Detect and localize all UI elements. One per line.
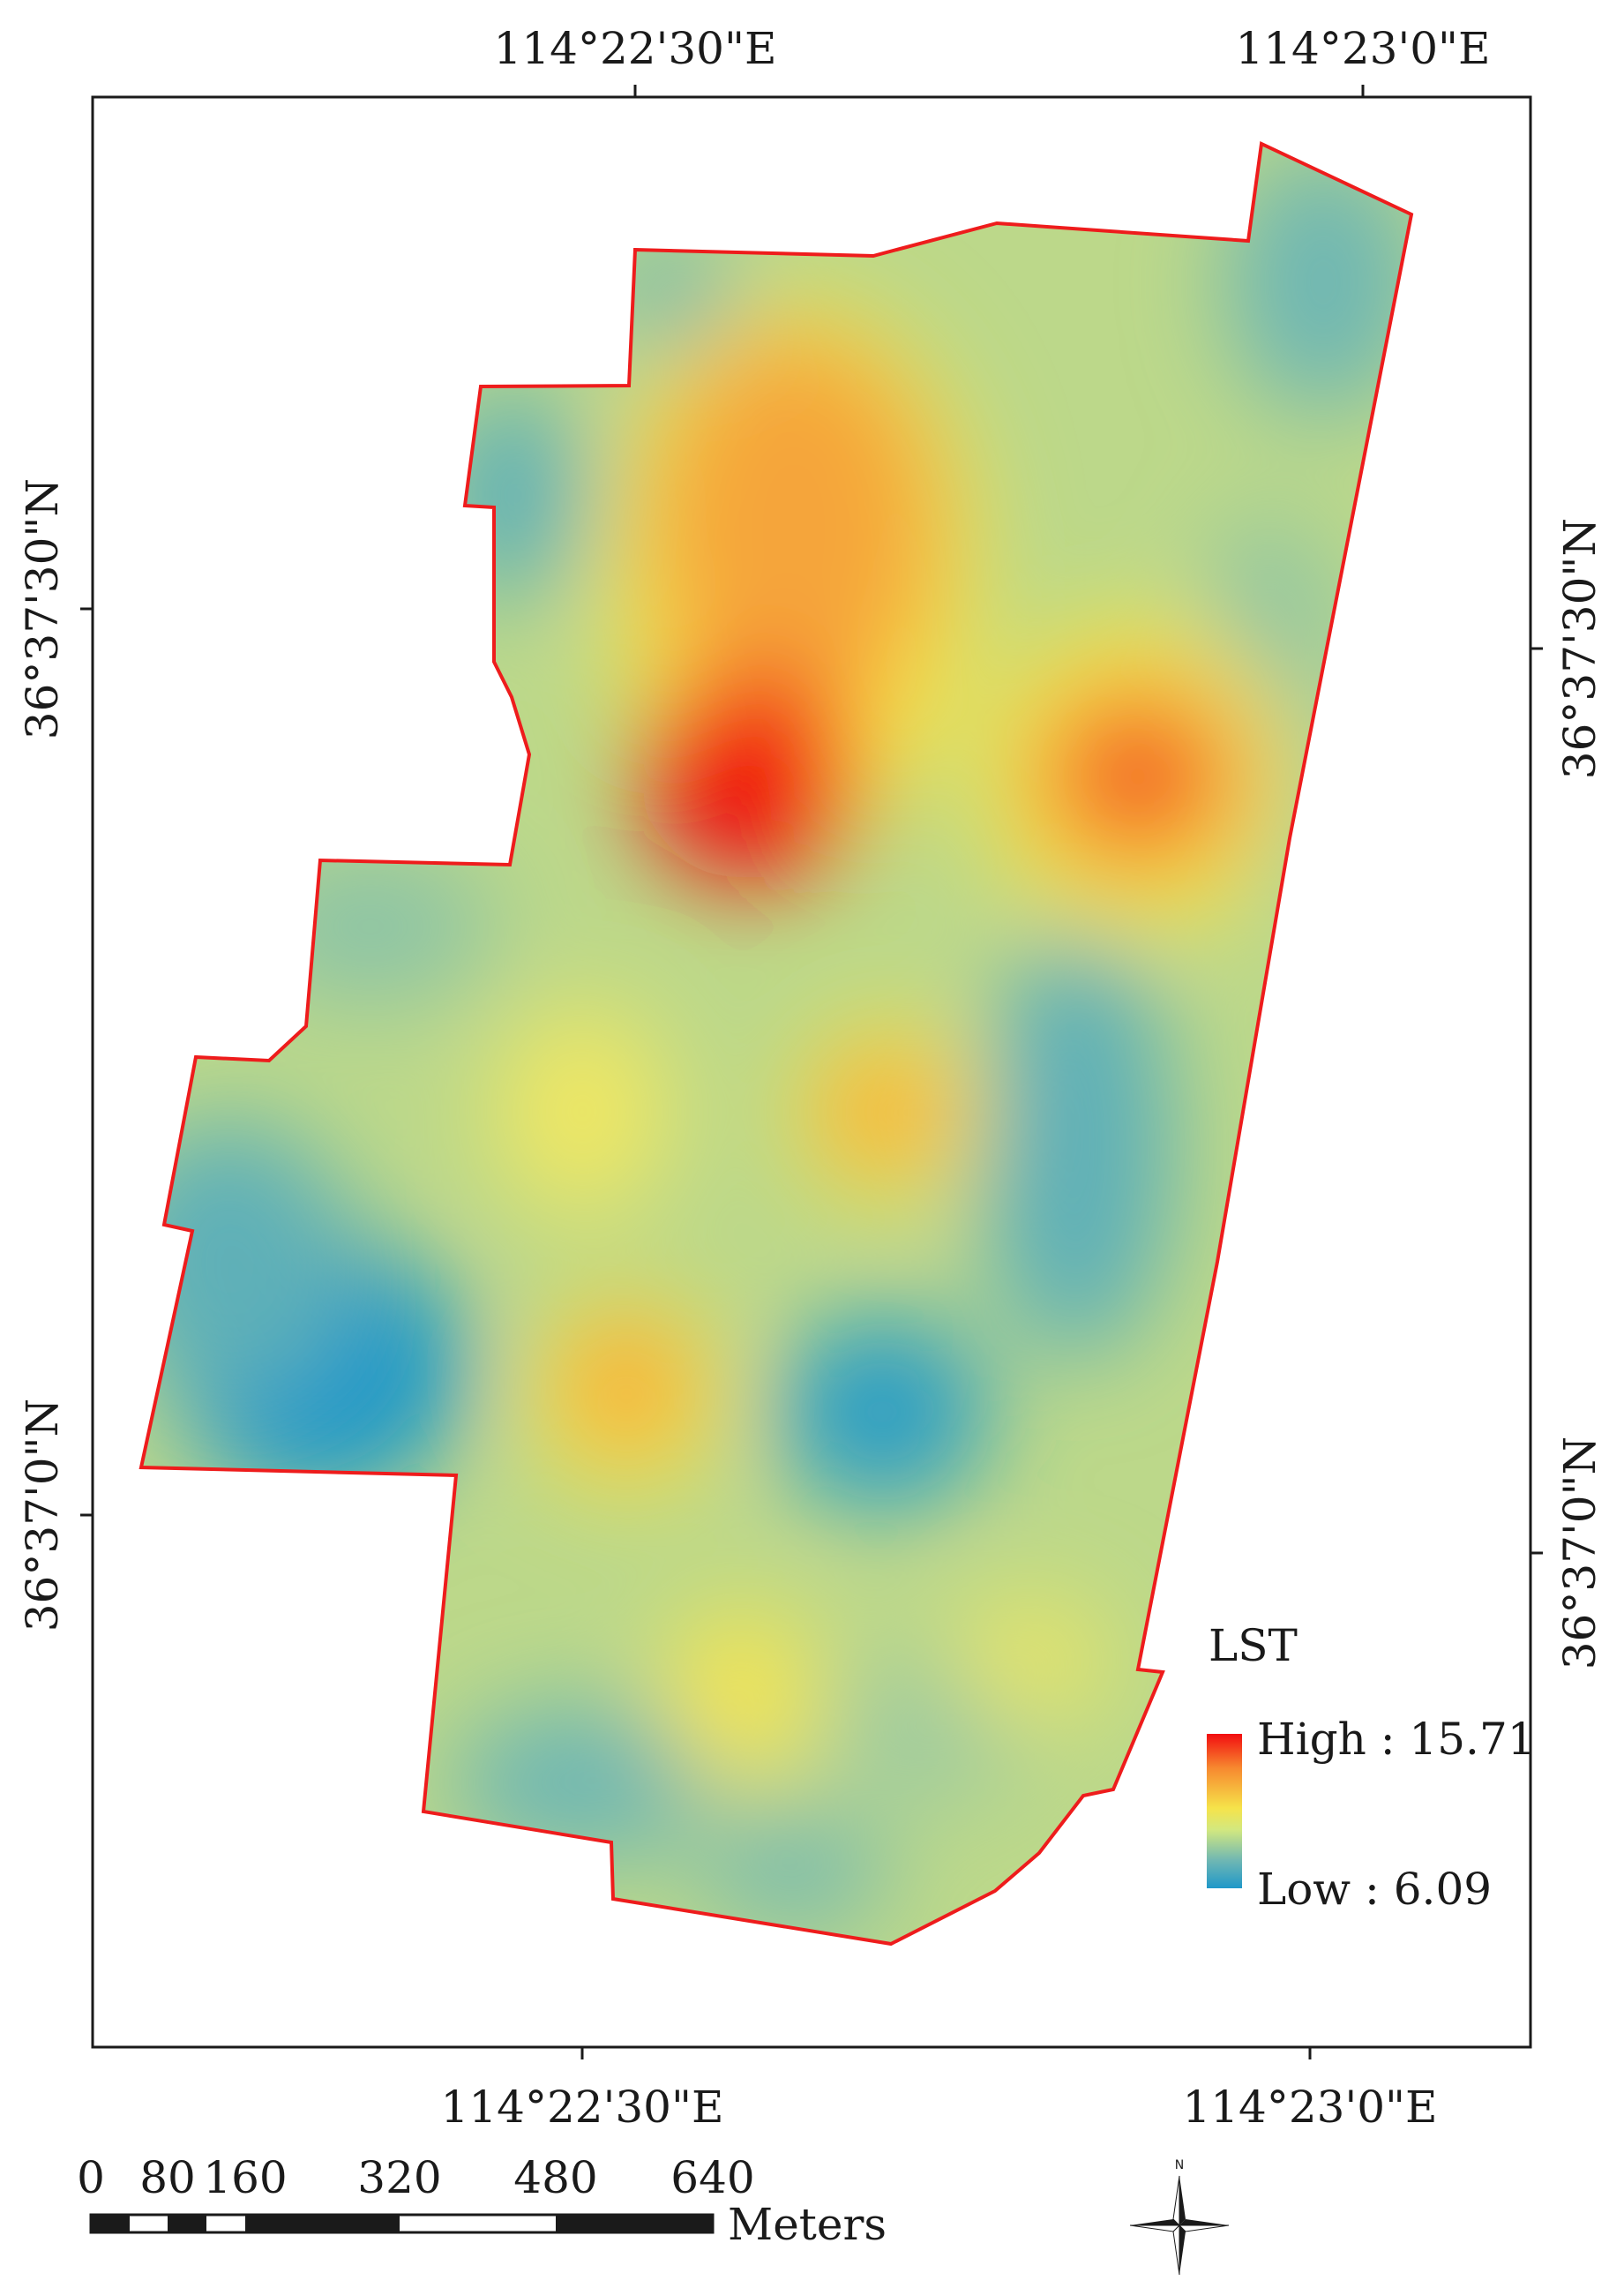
bottom-lon-label-2: 114°23'0"E bbox=[1182, 2082, 1437, 2133]
bottom-lon-label-1: 114°22'30"E bbox=[441, 2082, 724, 2133]
legend-high-label: High : 15.71 bbox=[1257, 1714, 1536, 1765]
legend-title: LST bbox=[1209, 1620, 1298, 1671]
scale-tick-480: 480 bbox=[513, 2152, 597, 2203]
study-area-boundary bbox=[138, 141, 1414, 1947]
legend: LST High : 15.71 Low : 6.09 bbox=[1207, 1620, 1536, 1915]
scale-tick-640: 640 bbox=[670, 2152, 754, 2203]
north-label: N bbox=[1175, 2158, 1184, 2172]
right-lat-label-2: 36°37'0"N bbox=[1554, 1437, 1605, 1670]
compass-star-icon bbox=[1129, 2175, 1230, 2276]
legend-low-label: Low : 6.09 bbox=[1257, 1864, 1492, 1915]
legend-color-ramp bbox=[1207, 1734, 1242, 1888]
scale-tick-320: 320 bbox=[357, 2152, 441, 2203]
top-lon-label-1: 114°22'30"E bbox=[494, 23, 777, 74]
graticule-ticks bbox=[80, 85, 1543, 2059]
scale-tick-80: 80 bbox=[139, 2152, 196, 2203]
scale-tick-160: 160 bbox=[203, 2152, 287, 2203]
left-lat-label-2: 36°37'0"N bbox=[17, 1399, 68, 1632]
scale-tick-0: 0 bbox=[77, 2152, 105, 2203]
right-lat-label-1: 36°37'30"N bbox=[1554, 518, 1605, 779]
scale-bar: 0 80 160 320 480 640 Meters bbox=[77, 2152, 887, 2250]
top-lon-label-2: 114°23'0"E bbox=[1235, 23, 1490, 74]
left-lat-label-1: 36°37'30"N bbox=[17, 478, 68, 739]
scale-unit: Meters bbox=[728, 2199, 887, 2250]
